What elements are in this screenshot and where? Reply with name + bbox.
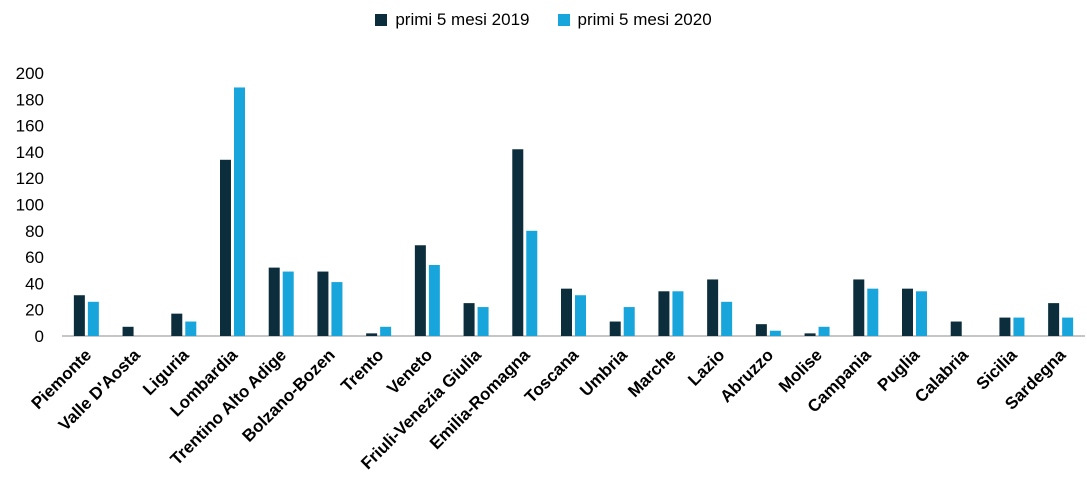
bar-2019	[1048, 303, 1060, 336]
bar-2019	[414, 245, 426, 336]
bar-2019	[609, 321, 621, 336]
bar-2019	[512, 149, 524, 336]
bar-2020	[1062, 317, 1074, 336]
bar-2019	[366, 333, 378, 336]
legend-label-2019: primi 5 mesi 2019	[395, 10, 530, 29]
y-tick-label: 100	[16, 196, 44, 215]
bar-2020	[185, 321, 197, 336]
y-tick-label: 140	[16, 143, 44, 162]
bar-2020	[477, 307, 489, 336]
legend: primi 5 mesi 2019 primi 5 mesi 2020	[0, 10, 1087, 30]
y-tick-label: 200	[16, 64, 44, 83]
bar-2020	[428, 264, 440, 336]
bar-2019	[561, 288, 572, 336]
bar-2019	[122, 326, 134, 336]
bar-2019	[463, 303, 475, 336]
bar-2020	[234, 87, 245, 336]
bar-2020	[672, 291, 684, 336]
x-tick-label: Calabria	[911, 345, 972, 406]
legend-swatch-2020	[557, 14, 570, 26]
legend-item-2019: primi 5 mesi 2019	[375, 10, 530, 30]
y-tick-label: 60	[25, 248, 44, 267]
y-tick-label: 180	[16, 90, 44, 109]
bar-2019	[707, 279, 719, 336]
x-tick-label: Toscana	[521, 345, 583, 407]
x-tick-label: Lazio	[684, 345, 728, 389]
bar-2020	[1013, 317, 1025, 336]
bar-2020	[282, 271, 294, 336]
y-tick-label: 120	[16, 169, 44, 188]
bar-2019	[658, 291, 670, 336]
bar-2019	[268, 267, 280, 336]
bar-2019	[171, 313, 183, 336]
bar-2020	[575, 295, 586, 336]
bar-2019	[755, 324, 767, 336]
y-tick-label: 80	[25, 222, 44, 241]
bar-2020	[916, 291, 927, 336]
bar-2019	[950, 321, 962, 336]
legend-item-2020: primi 5 mesi 2020	[557, 10, 712, 30]
x-tick-label: Abruzzo	[716, 345, 777, 406]
bar-2020	[818, 326, 830, 336]
bar-2019	[220, 159, 231, 336]
bar-2020	[526, 230, 538, 336]
bar-2020	[87, 301, 99, 336]
x-tick-label: Umbria	[576, 345, 631, 400]
bar-2020	[721, 301, 733, 336]
y-tick-label: 0	[35, 327, 44, 346]
x-tick-label: Marche	[624, 345, 680, 401]
bar-2020	[769, 330, 781, 336]
legend-label-2020: primi 5 mesi 2020	[577, 10, 712, 29]
x-tick-label: Trento	[337, 345, 387, 395]
bar-2020	[867, 288, 879, 336]
y-tick-label: 20	[25, 301, 44, 320]
bar-2020	[331, 282, 343, 336]
bar-2019	[317, 271, 329, 336]
bar-2020	[623, 307, 635, 336]
bar-2019	[902, 288, 913, 336]
bar-2019	[853, 279, 865, 336]
bar-2019	[804, 333, 816, 336]
y-tick-label: 160	[16, 117, 44, 136]
bar-2020	[380, 326, 392, 336]
bar-2019	[999, 317, 1011, 336]
legend-swatch-2019	[375, 14, 388, 26]
x-tick-label: Bolzano-Bozen	[239, 345, 339, 445]
y-tick-label: 40	[25, 274, 44, 293]
bar-2019	[73, 295, 85, 336]
